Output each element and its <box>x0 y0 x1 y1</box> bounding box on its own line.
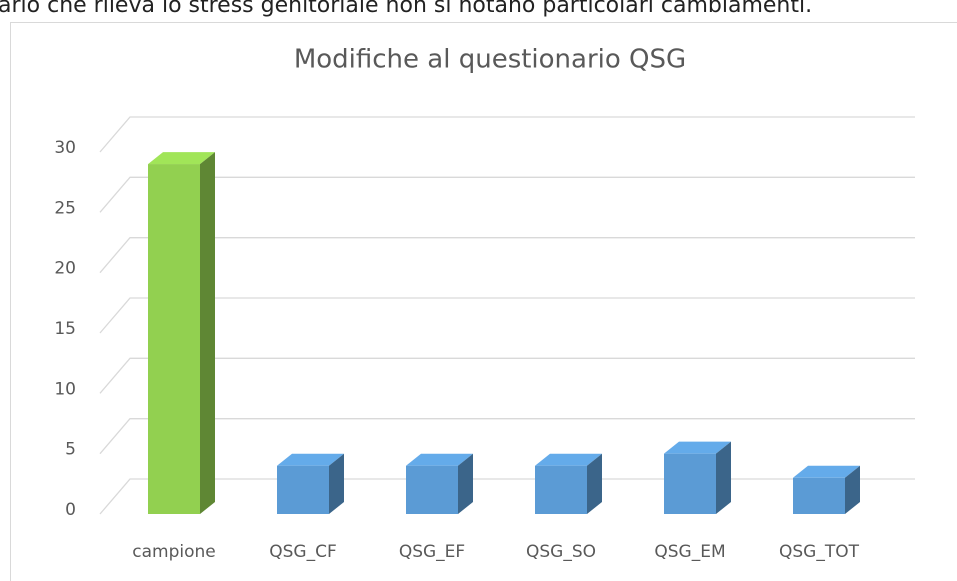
x-tick-label: campione <box>132 542 215 562</box>
grid-line <box>99 478 915 515</box>
bar <box>406 465 458 514</box>
chart-title: Modifiche al questionario QSG <box>294 45 686 75</box>
bar <box>148 164 200 515</box>
y-tick-label: 0 <box>65 500 76 520</box>
x-tick-label: QSG_SO <box>526 542 596 562</box>
bar-side <box>329 453 344 514</box>
grid-line <box>99 116 915 153</box>
y-tick-label: 30 <box>54 138 76 158</box>
bar-top <box>277 453 344 466</box>
bar <box>664 453 716 514</box>
grid-line <box>99 357 915 394</box>
bar <box>277 465 329 514</box>
y-tick-label: 20 <box>54 259 76 279</box>
bar-side <box>845 465 860 514</box>
y-tick-label: 25 <box>54 198 76 218</box>
bar-top <box>664 441 731 454</box>
y-tick-label: 5 <box>65 440 76 460</box>
bar-side <box>458 453 473 514</box>
x-tick-label: QSG_EM <box>654 542 725 562</box>
body-text: ario che rileva lo stress genitoriale no… <box>0 0 812 18</box>
bar-top <box>535 453 602 466</box>
bar-top <box>406 453 473 466</box>
grid-line <box>99 297 915 334</box>
y-tick-label: 10 <box>54 379 76 399</box>
bar-top <box>793 465 860 478</box>
grid-line <box>99 418 915 455</box>
bar-side <box>587 453 602 514</box>
x-tick-label: QSG_TOT <box>779 542 860 562</box>
bar-side <box>716 441 731 514</box>
x-tick-label: QSG_CF <box>269 542 337 562</box>
grid-line <box>99 237 915 274</box>
bar-side <box>200 152 215 515</box>
bar <box>535 465 587 514</box>
bar-top <box>148 152 215 165</box>
bar <box>793 477 845 514</box>
grid-line <box>99 176 915 213</box>
x-tick-label: QSG_EF <box>399 542 465 562</box>
y-tick-label: 15 <box>54 319 76 339</box>
